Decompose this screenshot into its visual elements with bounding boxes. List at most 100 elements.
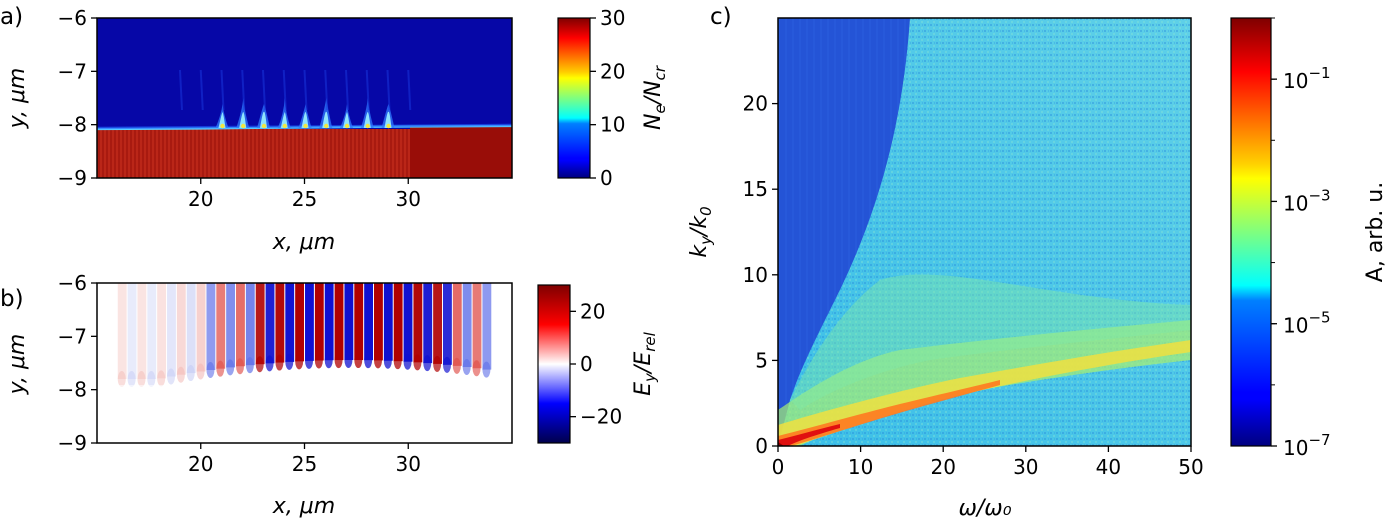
panel-a-ytick-label: −8 — [58, 113, 87, 137]
colorbar-b-tick-label: 20 — [580, 299, 605, 323]
density-streak — [282, 69, 287, 111]
panel-a-ytick-label: −6 — [58, 6, 87, 30]
panel-a: a) 20 25 30 −6 −7 −8 −9 x, μm y, μm 0 10 20 30 Ne… — [0, 4, 669, 255]
field-stripe-tip — [167, 368, 176, 385]
density-streak — [262, 69, 266, 111]
density-streak — [345, 69, 349, 111]
field-stripe-tip — [275, 354, 284, 371]
density-spike-tip — [324, 123, 329, 129]
field-stripe — [265, 283, 275, 364]
field-stripe-tip — [383, 352, 392, 369]
density-streak — [407, 69, 412, 111]
panel-b-heatmap — [97, 283, 512, 443]
panel-c-xtick-label: 30 — [1013, 455, 1038, 479]
colorbar-a-tick-label: 0 — [600, 166, 613, 190]
field-stripe-tip — [285, 353, 294, 370]
colorbar-c-tick-label: 10−5 — [1283, 309, 1331, 338]
density-spike-tip — [261, 123, 267, 129]
panel-a-xtick-label: 20 — [188, 187, 213, 211]
colorbar-a-tick-label: 30 — [600, 6, 625, 30]
field-stripe — [186, 283, 196, 374]
panel-c-ytick-label: 15 — [743, 177, 768, 201]
field-stripe — [285, 283, 295, 362]
field-stripe — [127, 283, 137, 379]
field-stripe-tip — [295, 353, 304, 370]
colorbar-c-tick-label: 10−1 — [1283, 64, 1331, 93]
field-stripe-tip — [443, 356, 452, 373]
panel-b-ytick-label: −8 — [58, 378, 87, 402]
field-stripe-tip — [334, 352, 343, 369]
field-stripe-tip — [482, 361, 491, 378]
panel-b-colorbar-label: Ey/Erel — [631, 331, 659, 396]
panel-c-ytick-label: 0 — [755, 434, 768, 458]
field-stripe-tip — [462, 359, 471, 376]
density-streak — [199, 69, 204, 111]
field-stripe — [196, 283, 206, 372]
density-streak — [303, 69, 308, 111]
panel-c-xlabel: ω/ω₀ — [958, 496, 1011, 521]
panel-a-heatmap — [97, 18, 512, 178]
field-stripe-tip — [344, 352, 353, 369]
panel-c-xtick-label: 10 — [848, 455, 873, 479]
field-stripe — [324, 283, 334, 361]
field-stripe-tip — [147, 371, 156, 387]
field-stripe — [393, 283, 403, 362]
panel-a-label: a) — [0, 4, 23, 30]
field-stripe-tip — [216, 360, 225, 377]
panel-a-ytick-label: −9 — [58, 166, 87, 190]
field-stripe-tip — [196, 363, 205, 380]
field-stripe — [413, 283, 423, 363]
colorbar-b-tick-label: −20 — [580, 405, 622, 429]
colorbar-c-tick-label: 10−3 — [1283, 186, 1331, 215]
field-stripe — [305, 283, 314, 361]
density-spike — [277, 98, 291, 128]
panel-c-xtick-label: 50 — [1178, 455, 1203, 479]
field-stripe-tip — [413, 354, 422, 371]
field-stripe-tip — [314, 352, 323, 369]
density-spike-core — [363, 112, 371, 128]
density-spike-core — [218, 112, 226, 128]
field-stripe — [443, 283, 452, 365]
field-stripe — [216, 283, 226, 369]
panel-a-colorbar-ticks: 0 10 20 30 — [590, 6, 625, 190]
field-stripe — [117, 283, 127, 379]
field-stripe-tip — [433, 355, 442, 372]
density-spike-tip — [282, 123, 287, 129]
field-stripe — [167, 283, 176, 377]
field-stripe-tip — [186, 365, 195, 382]
panel-b-colorbar-ticks: 20 0 −20 — [570, 299, 622, 429]
field-stripe — [255, 283, 265, 365]
panel-b-xtick-label: 30 — [396, 452, 421, 476]
panel-b-xlabel: x, μm — [272, 494, 335, 519]
panel-c-ytick-label: 10 — [743, 263, 768, 287]
colorbar-b-tick-label: 0 — [580, 352, 593, 376]
density-spike-core — [239, 112, 247, 128]
field-stripe-tip — [364, 352, 373, 369]
field-stripe — [245, 283, 255, 366]
field-stripe — [206, 283, 216, 371]
panel-a-ytick-label: −7 — [58, 59, 87, 83]
field-stripe-tip — [157, 370, 166, 387]
field-stripe-tip — [137, 371, 146, 387]
density-streak — [241, 69, 246, 111]
panel-c-heatmap — [778, 18, 1191, 446]
panel-c-colorbar-label: A, arb. u. — [1363, 182, 1388, 282]
density-spike-core — [260, 111, 267, 128]
panel-c-ytick-label: 5 — [755, 348, 768, 372]
density-spike-tip — [365, 123, 370, 129]
field-stripe-tip — [226, 359, 235, 376]
panel-b-xtick-label: 20 — [188, 452, 213, 476]
panel-b: b) 20 25 30 −6 −7 −8 −9 x, μm y, μm 20 0 −20 Ey/… — [0, 271, 659, 519]
field-stripe-tip — [265, 355, 274, 372]
field-stripe — [137, 283, 147, 379]
density-spike-core — [384, 111, 392, 128]
panel-b-ylabel: y, μm — [5, 334, 30, 396]
density-streak — [179, 69, 183, 111]
panel-c-axes: 0 10 20 30 40 50 0 5 10 15 20 — [743, 92, 1204, 479]
colorbar-c-tick-label: 10−7 — [1283, 431, 1331, 460]
panel-b-waves — [117, 283, 492, 387]
density-spike-tip — [344, 123, 350, 129]
field-stripe-tip — [403, 353, 412, 370]
field-stripe-tip — [354, 352, 363, 369]
